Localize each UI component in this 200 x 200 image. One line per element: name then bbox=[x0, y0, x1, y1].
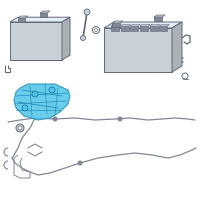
Polygon shape bbox=[111, 24, 121, 26]
Polygon shape bbox=[40, 11, 50, 13]
Polygon shape bbox=[62, 17, 70, 60]
Polygon shape bbox=[40, 13, 47, 17]
Circle shape bbox=[16, 124, 24, 132]
Polygon shape bbox=[121, 24, 131, 26]
Polygon shape bbox=[18, 18, 25, 22]
Circle shape bbox=[32, 91, 38, 97]
Polygon shape bbox=[154, 15, 165, 17]
Polygon shape bbox=[112, 21, 123, 23]
Polygon shape bbox=[104, 22, 182, 28]
Polygon shape bbox=[10, 17, 70, 22]
Circle shape bbox=[49, 87, 55, 93]
Polygon shape bbox=[112, 23, 120, 27]
Polygon shape bbox=[150, 26, 158, 31]
Polygon shape bbox=[140, 24, 150, 26]
Polygon shape bbox=[150, 24, 160, 26]
Polygon shape bbox=[159, 24, 169, 26]
Polygon shape bbox=[18, 16, 28, 18]
Polygon shape bbox=[130, 24, 140, 26]
Circle shape bbox=[84, 9, 90, 15]
Polygon shape bbox=[159, 26, 167, 31]
Polygon shape bbox=[14, 84, 70, 120]
Polygon shape bbox=[10, 22, 62, 60]
Polygon shape bbox=[121, 26, 129, 31]
Polygon shape bbox=[130, 26, 138, 31]
Circle shape bbox=[78, 161, 82, 165]
Circle shape bbox=[80, 36, 86, 40]
Circle shape bbox=[53, 117, 57, 121]
Polygon shape bbox=[140, 26, 148, 31]
Polygon shape bbox=[154, 17, 162, 21]
Circle shape bbox=[118, 117, 122, 121]
Polygon shape bbox=[104, 28, 172, 72]
Polygon shape bbox=[111, 26, 119, 31]
Circle shape bbox=[18, 126, 22, 130]
Circle shape bbox=[22, 105, 28, 111]
Polygon shape bbox=[172, 22, 182, 72]
